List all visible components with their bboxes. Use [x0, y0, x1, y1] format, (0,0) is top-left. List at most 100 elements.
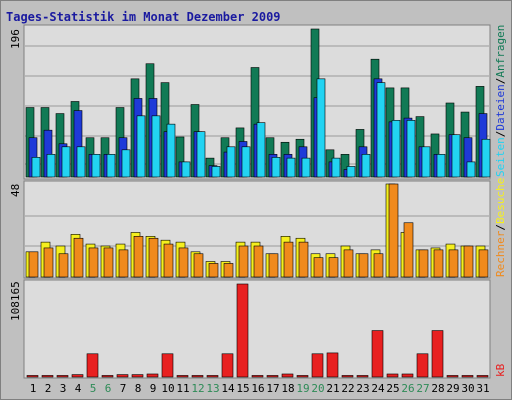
bar-rechner-day-2: [43, 247, 54, 278]
bar-kb-day-5: [86, 353, 99, 378]
bar-kb-day-2: [41, 375, 54, 378]
bar-kb-day-25: [386, 373, 399, 378]
bar-kb-day-12: [191, 375, 204, 378]
day-label-30: 30: [461, 382, 474, 395]
bar-rechner-day-17: [268, 253, 279, 278]
legend-seiten: Seiten: [494, 137, 507, 177]
legend-dateien: Dateien: [494, 84, 507, 130]
legend-top: Seiten/Dateien/Anfragen: [494, 25, 507, 177]
day-label-25: 25: [386, 382, 399, 395]
bar-kb-day-23: [356, 375, 369, 378]
bar-kb-day-29: [446, 375, 459, 378]
bar-seiten-day-28: [436, 154, 446, 178]
day-label-15: 15: [236, 382, 249, 395]
bar-rechner-day-22: [343, 249, 354, 278]
legend-sep: /: [494, 131, 507, 138]
scale-label-bottom: 108165: [9, 281, 22, 321]
bar-kb-day-4: [71, 374, 84, 378]
bar-seiten-day-1: [31, 157, 41, 178]
bar-kb-day-11: [176, 375, 189, 378]
bar-seiten-day-22: [346, 166, 356, 178]
day-label-4: 4: [75, 382, 82, 395]
day-label-12: 12: [191, 382, 204, 395]
day-label-29: 29: [446, 382, 459, 395]
day-label-2: 2: [45, 382, 52, 395]
day-label-14: 14: [221, 382, 235, 395]
bar-seiten-day-7: [121, 149, 131, 178]
bar-kb-day-13: [206, 375, 219, 378]
bar-rechner-day-20: [313, 257, 324, 278]
bar-rechner-day-14: [223, 263, 234, 278]
day-label-18: 18: [281, 382, 294, 395]
bar-seiten-day-29: [451, 134, 461, 178]
bar-kb-day-19: [296, 375, 309, 378]
day-label-5: 5: [90, 382, 97, 395]
day-label-27: 27: [416, 382, 429, 395]
bar-kb-day-17: [266, 375, 279, 378]
legend-rechner: Rechner: [494, 230, 507, 277]
bar-seiten-day-8: [136, 115, 146, 178]
bar-kb-day-31: [476, 375, 489, 378]
bar-seiten-day-30: [466, 161, 476, 178]
day-label-24: 24: [371, 382, 385, 395]
bar-seiten-day-10: [166, 123, 176, 178]
bar-seiten-day-16: [256, 122, 266, 178]
bar-rechner-day-12: [193, 253, 204, 278]
bar-kb-day-22: [341, 375, 354, 378]
bar-seiten-day-4: [76, 146, 86, 178]
bar-seiten-day-9: [151, 115, 161, 178]
bar-rechner-day-6: [103, 247, 114, 278]
bar-kb-day-20: [311, 353, 324, 378]
day-label-13: 13: [206, 382, 219, 395]
bar-kb-day-1: [26, 375, 39, 378]
bar-kb-day-8: [131, 374, 144, 378]
day-label-23: 23: [356, 382, 369, 395]
bar-seiten-day-6: [106, 154, 116, 178]
day-label-16: 16: [251, 382, 264, 395]
bar-seiten-day-15: [241, 146, 251, 178]
scale-label-top: 196: [9, 29, 22, 49]
day-label-22: 22: [341, 382, 354, 395]
day-label-31: 31: [476, 382, 489, 395]
bar-rechner-day-21: [328, 257, 339, 278]
day-label-11: 11: [176, 382, 189, 395]
bar-kb-day-15: [236, 283, 249, 378]
bar-kb-day-28: [431, 330, 444, 378]
bar-rechner-day-9: [148, 237, 159, 278]
bar-rechner-day-31: [478, 249, 489, 278]
bar-seiten-day-21: [331, 157, 341, 178]
bar-rechner-day-10: [163, 243, 174, 278]
bar-rechner-day-5: [88, 247, 99, 278]
bar-seiten-day-5: [91, 154, 101, 178]
day-label-9: 9: [150, 382, 157, 395]
chart-title: Tages-Statistik im Monat Dezember 2009: [6, 10, 281, 24]
bar-kb-day-14: [221, 353, 234, 378]
legend-middle: Rechner/Besuche: [494, 178, 507, 277]
legend-anfragen: Anfragen: [494, 25, 507, 78]
bar-seiten-day-3: [61, 146, 71, 178]
bar-rechner-day-16: [253, 245, 264, 278]
bar-kb-day-18: [281, 373, 294, 378]
bar-rechner-day-13: [208, 263, 219, 278]
bar-rechner-day-26: [403, 222, 414, 278]
bar-rechner-day-19: [298, 241, 309, 278]
day-label-19: 19: [296, 382, 309, 395]
bar-kb-day-6: [101, 375, 114, 378]
legend-besuche: Besuche: [494, 178, 507, 224]
bar-kb-day-7: [116, 374, 129, 378]
legend-kb: kB: [494, 363, 507, 377]
bar-seiten-day-25: [391, 120, 401, 178]
bar-rechner-day-11: [178, 247, 189, 278]
bar-rechner-day-23: [358, 253, 369, 278]
day-label-6: 6: [105, 382, 112, 395]
bar-seiten-day-27: [421, 146, 431, 178]
legend-sep: /: [494, 78, 507, 85]
day-label-21: 21: [326, 382, 339, 395]
bar-kb-day-3: [56, 375, 69, 378]
bar-seiten-day-26: [406, 120, 416, 178]
bar-seiten-day-12: [196, 131, 206, 178]
bar-seiten-day-2: [46, 154, 56, 178]
bar-kb-day-30: [461, 375, 474, 378]
